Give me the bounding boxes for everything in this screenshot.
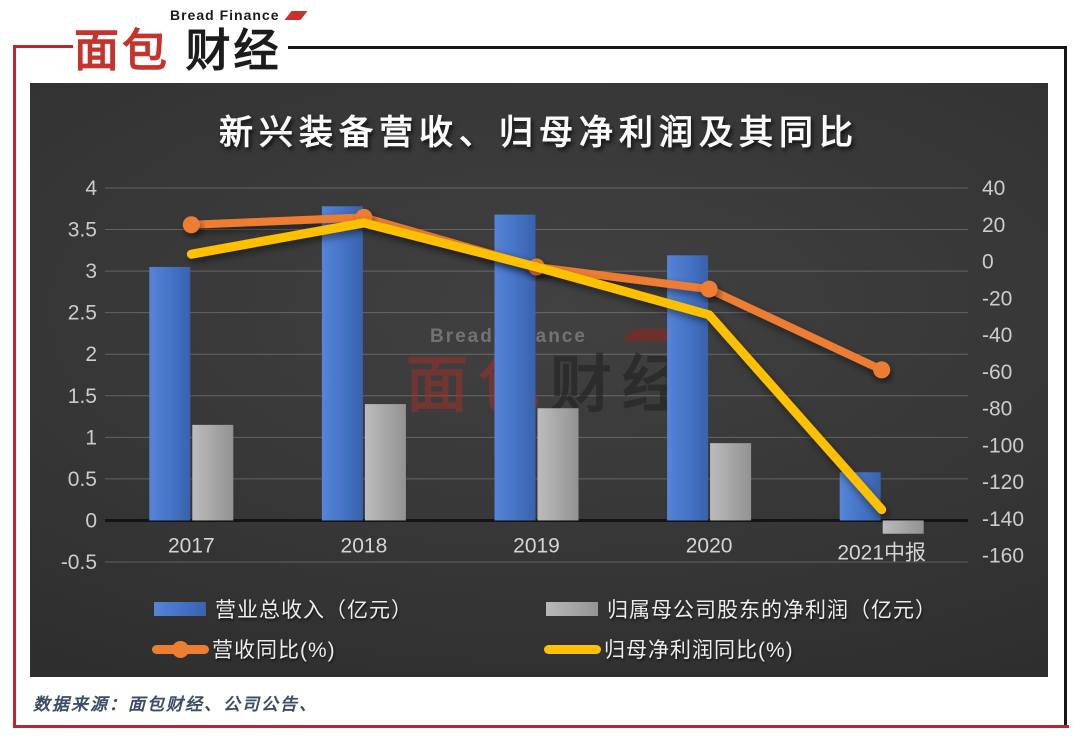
- right-axis-tick-6: -80: [982, 398, 1012, 421]
- brand-name-cn: 面包 财经: [74, 26, 304, 76]
- chart-title: 新兴装备营收、归母净利润及其同比: [219, 114, 859, 152]
- frame-line-bottom-red: [13, 725, 1069, 728]
- left-axis-tick-9: -0.5: [61, 551, 97, 574]
- brand-logo: Bread Finance 面包 财经: [74, 4, 308, 76]
- line-net-profit-yoy: [186, 218, 887, 515]
- x-label-2: 2019: [513, 534, 560, 557]
- line-revenue-yoy: [187, 213, 886, 374]
- right-axis-tick-3: -20: [982, 287, 1012, 310]
- bar-net-profit-1: [364, 404, 406, 521]
- right-axis-tick-2: 0: [982, 251, 994, 274]
- data-source-note: 数据来源：面包财经、公司公告、: [33, 695, 318, 714]
- bar-revenue-3: [667, 255, 709, 521]
- right-axis-tick-1: 20: [982, 214, 1005, 237]
- right-axis-tick-10: -160: [982, 545, 1024, 568]
- left-axis-tick-2: 3: [85, 260, 97, 283]
- frame-line-top-left-red: [13, 45, 73, 48]
- right-axis-tick-9: -140: [982, 508, 1024, 531]
- legend-marker-dot-icon: [172, 640, 189, 658]
- plot-svg: Bread Finance面包财经43.532.521.510.50-0.540…: [61, 177, 1024, 574]
- x-label-1: 2018: [341, 534, 388, 557]
- left-axis-tick-5: 1.5: [68, 385, 97, 408]
- legend-swatch-net-profit-yoy-line: [544, 644, 601, 654]
- line-revenue-yoy-marker-4: [873, 361, 891, 379]
- bar-revenue-1: [321, 206, 363, 521]
- legend-label-net-profit-yoy: 归母净利润同比(%): [604, 639, 794, 662]
- line-revenue-yoy-marker-3: [700, 280, 718, 298]
- legend-label-revenue-yoy: 营收同比(%): [212, 639, 336, 662]
- brand-name-cn-dark: 财经: [185, 25, 282, 76]
- left-axis-tick-8: 0: [85, 509, 97, 532]
- legend-item-net-profit-yoy: 归母净利润同比(%): [544, 637, 794, 662]
- left-axis-tick-3: 2.5: [68, 302, 97, 325]
- legend-swatch-revenue-yoy-line: [152, 640, 209, 658]
- right-axis-tick-7: -100: [982, 434, 1024, 457]
- chart-panel: Bread Finance 面包财经 4 3.5 3 2.5 2 1.5 1 0.5 0 -0.5 40…: [30, 83, 1048, 677]
- x-label-4: 2021中报: [837, 541, 926, 564]
- left-axis-tick-0: 4: [85, 177, 97, 200]
- bar-net-profit-4: [882, 520, 924, 534]
- right-axis-tick-8: -120: [982, 471, 1024, 494]
- right-axis-tick-5: -60: [982, 361, 1012, 384]
- right-axis-tick-4: -40: [982, 324, 1012, 347]
- brand-name-en: Bread Finance: [170, 7, 280, 23]
- brand-logo-top: Bread Finance: [170, 4, 308, 26]
- bar-net-profit-2: [537, 408, 579, 521]
- legend-swatch-revenue-bar: [154, 602, 206, 616]
- x-label-0: 2017: [168, 534, 215, 557]
- brand-name-cn-red: 面包: [74, 25, 171, 76]
- frame-line-top-black: [288, 46, 1066, 49]
- left-axis-tick-4: 2: [85, 343, 97, 366]
- x-label-3: 2020: [686, 534, 733, 557]
- frame-line-right-black: [1064, 46, 1067, 726]
- left-axis-tick-1: 3.5: [68, 219, 97, 242]
- legend-swatch-net-profit-bar: [546, 602, 598, 616]
- legend-item-revenue-yoy: 营收同比(%): [152, 637, 336, 662]
- bar-net-profit-3: [710, 443, 752, 521]
- legend-item-net-profit: 归属母公司股东的净利润（亿元）: [546, 597, 937, 622]
- brand-swoosh-icon: [284, 10, 308, 20]
- line-revenue-yoy-marker-0: [182, 216, 200, 234]
- bar-net-profit-0: [192, 424, 234, 521]
- left-axis-tick-6: 1: [85, 426, 97, 449]
- right-axis-tick-0: 40: [982, 177, 1005, 200]
- bar-revenue-0: [149, 266, 191, 521]
- legend-label-net-profit: 归属母公司股东的净利润（亿元）: [607, 599, 937, 622]
- legend-item-revenue: 营业总收入（亿元）: [154, 597, 413, 622]
- left-axis-tick-7: 0.5: [68, 468, 97, 491]
- legend-label-revenue: 营业总收入（亿元）: [215, 599, 413, 622]
- frame-line-left-red: [13, 45, 16, 728]
